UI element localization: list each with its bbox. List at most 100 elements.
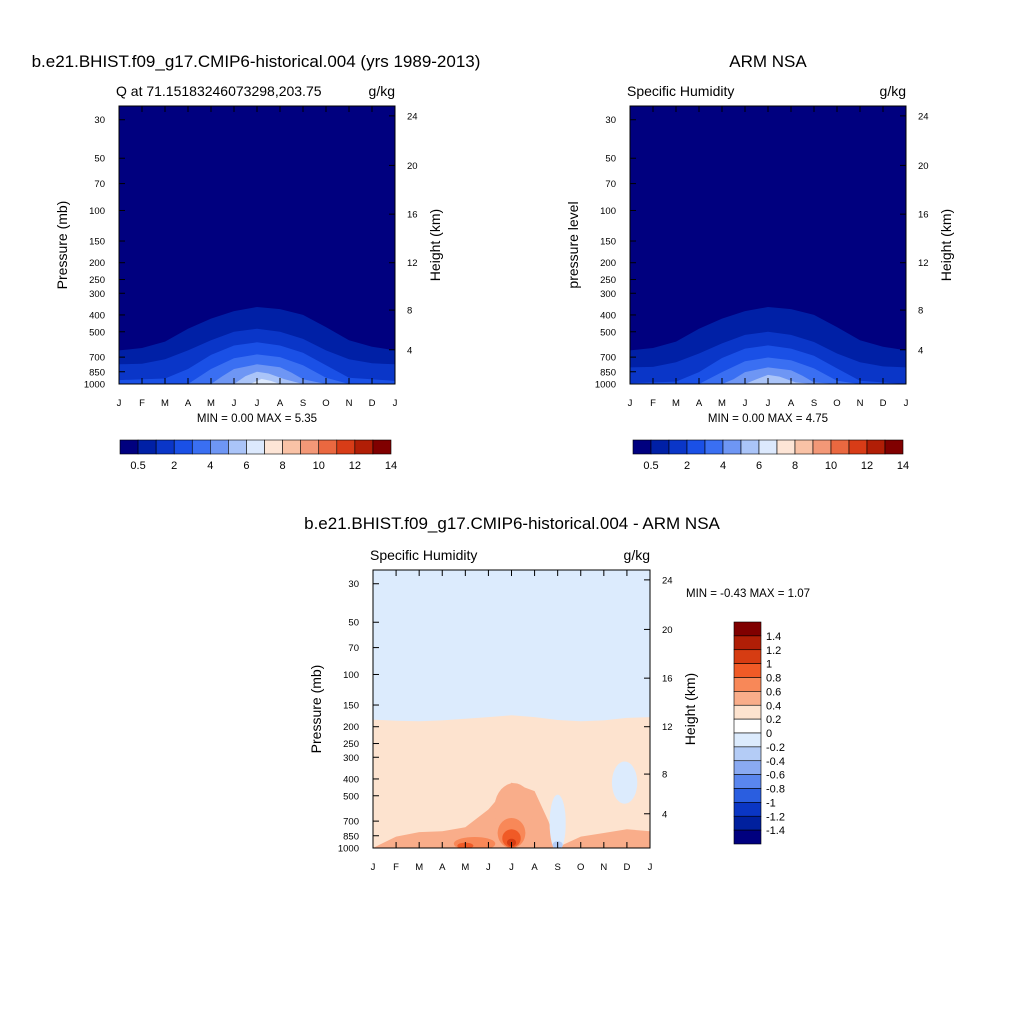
x-tick-label: J (766, 398, 771, 409)
colorbar-swatch (354, 439, 374, 455)
colorbar-swatch (776, 439, 796, 455)
panel-title: b.e21.BHIST.f09_g17.CMIP6-historical.004… (32, 52, 481, 71)
units-label: g/kg (369, 83, 395, 99)
y-tick-label: 400 (600, 310, 616, 321)
min-max-text: MIN = -0.43 MAX = 1.07 (686, 588, 810, 600)
x-tick-label: J (743, 398, 748, 409)
colorbar-swatch (155, 439, 175, 455)
y-tick-label: 1000 (84, 380, 105, 391)
y-tick-label: 850 (343, 831, 359, 842)
colorbar-label: 14 (385, 460, 397, 472)
x-tick-label: J (628, 398, 633, 409)
y-tick-label: 150 (89, 237, 105, 248)
y-tick-label: 100 (89, 206, 105, 217)
colorbar-label: 2 (171, 460, 177, 472)
colorbar-swatch (733, 760, 762, 775)
y-tick-label: 250 (343, 739, 359, 750)
colorbar-swatch (733, 621, 762, 637)
y-tick-label: 500 (343, 791, 359, 802)
x-tick-label: A (277, 398, 284, 409)
x-tick-label: O (833, 398, 840, 409)
colorbar-swatch (733, 718, 762, 734)
x-tick-label: M (461, 862, 469, 873)
right-tick-label: 16 (407, 210, 418, 221)
colorbar-label: 8 (280, 460, 286, 472)
x-tick-label: D (623, 862, 630, 873)
x-tick-label: J (904, 398, 909, 409)
x-tick-label: J (486, 862, 491, 873)
y-tick-label: 30 (94, 115, 105, 126)
right-tick-label: 4 (918, 345, 923, 356)
y-tick-label: 70 (94, 179, 105, 190)
colorbar-label: 4 (720, 460, 726, 472)
min-max-text: MIN = 0.00 MAX = 4.75 (708, 413, 828, 425)
colorbar-swatch (668, 439, 688, 455)
x-tick-label: J (393, 398, 398, 409)
colorbar-label: 1.4 (766, 631, 781, 643)
y-axis-label: Pressure (mb) (54, 201, 70, 290)
x-tick-label: J (117, 398, 122, 409)
colorbar-swatch (264, 439, 283, 455)
x-tick-label: J (371, 862, 376, 873)
colorbar-label: 12 (349, 460, 361, 472)
colorbar-label: -1.4 (766, 825, 785, 837)
colorbar-swatch (812, 439, 832, 455)
colorbar-label: 14 (897, 460, 909, 472)
y-tick-label: 300 (343, 753, 359, 764)
x-tick-label: A (439, 862, 446, 873)
colorbar-label: 0.5 (130, 460, 145, 472)
right-tick-label: 8 (662, 770, 667, 781)
y-tick-label: 400 (343, 774, 359, 785)
x-tick-label: O (322, 398, 329, 409)
y-tick-label: 30 (348, 579, 359, 590)
colorbar-label: 0.5 (643, 460, 658, 472)
right-tick-label: 12 (407, 258, 418, 269)
y-tick-label: 250 (600, 275, 616, 286)
colorbar-label: 0.2 (766, 714, 781, 726)
x-tick-label: A (696, 398, 703, 409)
right-tick-label: 16 (918, 210, 929, 221)
colorbar-label: -1.2 (766, 811, 785, 823)
x-tick-label: S (300, 398, 306, 409)
y-tick-label: 250 (89, 275, 105, 286)
colorbar-swatch (733, 691, 762, 706)
colorbar-swatch (758, 439, 778, 455)
x-tick-label: S (811, 398, 817, 409)
colorbar-label: -1 (766, 797, 776, 809)
contour-fill (119, 106, 395, 384)
y-tick-label: 1000 (338, 844, 359, 855)
right-tick-label: 8 (918, 306, 923, 317)
colorbar-swatch (733, 746, 762, 762)
colorbar-swatch (733, 663, 762, 678)
colorbar-swatch (733, 677, 762, 692)
right-tick-label: 12 (918, 258, 929, 269)
y-tick-label: 50 (605, 154, 616, 165)
right-tick-label: 4 (407, 345, 412, 356)
min-max-text: MIN = 0.00 MAX = 5.35 (197, 413, 317, 425)
colorbar-swatch (733, 732, 762, 748)
contour-negative-patch (611, 761, 638, 804)
colorbar-swatch (733, 815, 762, 831)
colorbar-swatch (318, 439, 338, 455)
colorbar-swatch (372, 439, 392, 455)
right-tick-label: 24 (918, 111, 929, 122)
x-tick-label: S (554, 862, 560, 873)
colorbar-swatch (733, 649, 762, 664)
units-label: g/kg (880, 83, 906, 99)
colorbar-label: 8 (792, 460, 798, 472)
colorbar-swatch (884, 439, 904, 455)
y-tick-label: 850 (89, 367, 105, 378)
colorbar-swatch (300, 439, 320, 455)
colorbar-label: 12 (861, 460, 873, 472)
colorbar-label: 0.8 (766, 673, 781, 685)
colorbar-label: 4 (207, 460, 213, 472)
x-tick-label: O (577, 862, 584, 873)
colorbar-swatch (137, 439, 157, 455)
x-tick-label: M (161, 398, 169, 409)
right-tick-label: 16 (662, 674, 673, 685)
y-tick-label: 700 (600, 353, 616, 364)
variable-label: Specific Humidity (370, 547, 477, 563)
colorbar-label: 0.6 (766, 686, 781, 698)
x-tick-label: A (185, 398, 192, 409)
colorbar-swatch (722, 439, 742, 455)
